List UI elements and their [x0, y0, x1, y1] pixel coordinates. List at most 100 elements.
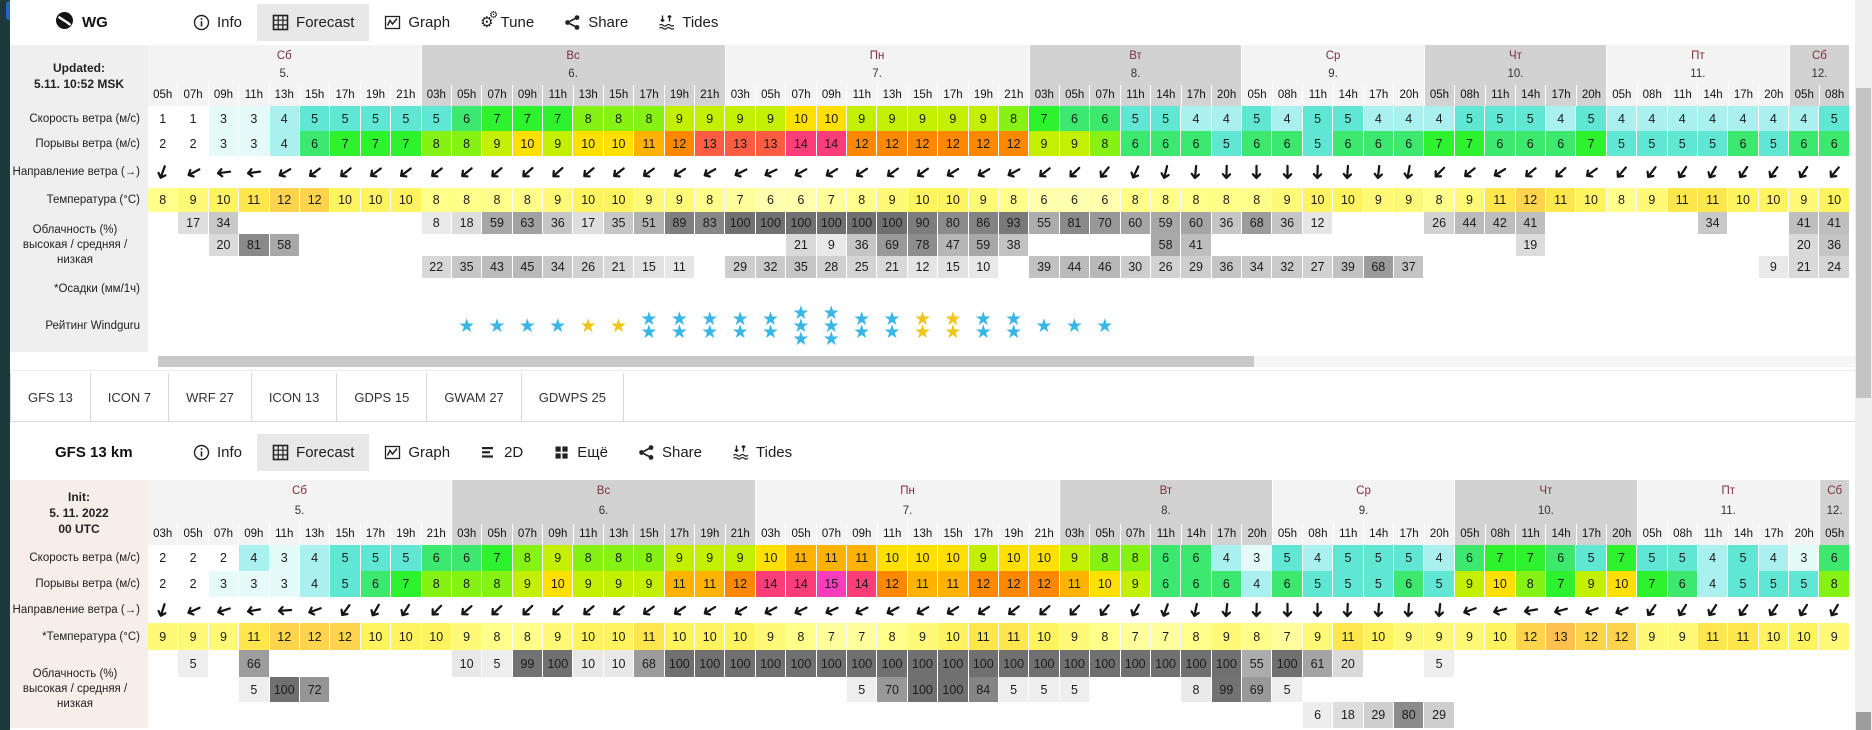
- model-tab-gfs13[interactable]: GFS 13: [10, 373, 91, 421]
- speed-cell: 6: [421, 545, 452, 571]
- cloud-low-cell: [573, 702, 604, 728]
- cloud-mid-cell: [513, 234, 544, 256]
- model-tab-wrf27[interactable]: WRF 27: [169, 373, 252, 421]
- cloud-mid-cell: [725, 677, 756, 702]
- tab-tides-label: Tides: [682, 14, 719, 31]
- tab-share-gfs[interactable]: Share: [623, 434, 717, 471]
- forecast-col-header: 14h: [1334, 85, 1364, 106]
- gusts-cell: 2: [148, 131, 179, 156]
- tab-info-gfs[interactable]: Info: [178, 434, 257, 471]
- wind-dir-arrow-icon: [604, 156, 635, 188]
- temp-cell: 12: [1515, 188, 1546, 212]
- cloud-mid-cell: [1364, 234, 1395, 256]
- tab-more[interactable]: Ещё: [538, 434, 623, 471]
- day-name: Вт: [1129, 50, 1142, 62]
- tab-info[interactable]: Info: [178, 4, 257, 41]
- wind-dir-arrow-icon: [513, 156, 544, 188]
- wind-dir-arrow-icon: [695, 597, 726, 623]
- cloud-high-cell: [1546, 212, 1577, 234]
- cloud-mid-cell: [756, 677, 787, 702]
- cloud-low-cell: 22: [421, 256, 452, 278]
- forecast-col-header: 17h: [969, 524, 1000, 545]
- cloud-high-cell: 36: [1272, 212, 1303, 234]
- cloud-low-cell: [604, 702, 635, 728]
- tab-graph[interactable]: Graph: [369, 4, 465, 41]
- stars-cell: ★: [1029, 300, 1060, 352]
- vertical-scrollbar-thumb-lower[interactable]: [1856, 712, 1871, 730]
- cloud-high-cell: [1728, 650, 1759, 677]
- updated-label: Updated:: [53, 60, 105, 75]
- wind-dir-arrow-icon: [543, 156, 574, 188]
- tab-graph-gfs[interactable]: Graph: [369, 434, 465, 471]
- tab-forecast-gfs[interactable]: Forecast: [257, 433, 370, 471]
- horizontal-scrollbar[interactable]: [158, 356, 1860, 367]
- cloud-low-cell: [1090, 702, 1121, 728]
- tab-tides-gfs[interactable]: Tides: [717, 434, 807, 471]
- horizontal-scrollbar-thumb[interactable]: [158, 356, 1254, 367]
- day-name: Сб: [292, 485, 307, 497]
- cloud-low-cell: 11: [664, 256, 696, 278]
- gusts-cell: 14: [755, 571, 787, 597]
- tab-2d[interactable]: 2D: [465, 434, 538, 471]
- gusts-cell: 11: [664, 571, 696, 597]
- cloud-high-cell: 100: [846, 650, 878, 677]
- stars-cell: [1424, 300, 1455, 352]
- cloud-mid-cell: [361, 677, 392, 702]
- speed-cell: 5: [299, 106, 331, 131]
- wg-model-title: WG: [55, 11, 150, 34]
- tab-forecast[interactable]: Forecast: [257, 4, 370, 41]
- forecast-col-header: 17h: [1546, 85, 1577, 106]
- forecast-col-header: 08h: [1486, 524, 1516, 545]
- tab-tune[interactable]: ⚙ ⚙ Tune: [465, 4, 549, 41]
- forecast-col-header: 07h: [1121, 524, 1152, 545]
- gusts-cell: 6: [1333, 131, 1364, 156]
- gusts-cell: 3: [208, 571, 240, 597]
- wg-title-label: WG: [82, 14, 108, 31]
- model-tab-icon7[interactable]: ICON 7: [90, 373, 170, 421]
- wind-dir-arrow-icon: [1272, 156, 1303, 188]
- gusts-cell: 4: [269, 131, 300, 156]
- cloud-low-row: 6 18 29 80 29: [148, 702, 1853, 728]
- gusts-cell: 6: [1728, 131, 1759, 156]
- cloud-high-cell: 60: [1181, 212, 1212, 234]
- gusts-cell: 10: [512, 131, 544, 156]
- gusts-cell: 14: [786, 131, 817, 156]
- speed-cell: 4: [1697, 545, 1729, 571]
- speed-cell: 8: [603, 106, 635, 131]
- model-tab-gdps15[interactable]: GDPS 15: [337, 373, 428, 421]
- precip-cell: [1029, 278, 1060, 300]
- model-tab-icon13[interactable]: ICON 13: [251, 373, 338, 421]
- tab-tides[interactable]: Tides: [643, 4, 733, 41]
- forecast-col-header: 13h: [574, 85, 604, 106]
- cloud-high-cell: 93: [998, 212, 1030, 234]
- temp-cell: 10: [1485, 623, 1516, 650]
- cloud-low-cell: [725, 702, 756, 728]
- cloud-high-cell: 100: [725, 212, 756, 234]
- gusts-cell: 5: [1302, 571, 1334, 597]
- vertical-scrollbar[interactable]: [1855, 0, 1872, 730]
- forecast-col-header: 08h: [1638, 85, 1668, 106]
- speed-cell: 4: [1758, 545, 1790, 571]
- model-tab-gwam27[interactable]: GWAM 27: [427, 373, 522, 421]
- gusts-cell: 2: [148, 571, 179, 597]
- temp-cell: 11: [239, 188, 270, 212]
- vertical-scrollbar-thumb[interactable]: [1856, 88, 1871, 398]
- forecast-col-header: 07h: [513, 524, 544, 545]
- wind-dir-arrow-icon: [908, 597, 939, 623]
- day-name: Сб: [276, 50, 292, 62]
- wind-dir-arrow-icon: [1485, 156, 1516, 188]
- cloud-high-cell: 41: [1515, 212, 1546, 234]
- day-date: 6.: [598, 505, 609, 517]
- forecast-col-header: 05h: [1607, 85, 1638, 106]
- tab-share[interactable]: Share: [549, 4, 643, 41]
- gusts-cell: 14: [846, 571, 878, 597]
- forecast-col-header: 03h: [422, 85, 452, 106]
- stars-cell: [1607, 300, 1638, 352]
- cloud-high-cell: 100: [846, 212, 878, 234]
- forecast-col-header: 19h: [695, 524, 726, 545]
- model-tab-gdwps25[interactable]: GDWPS 25: [521, 373, 624, 421]
- precip-cell: [1759, 278, 1790, 300]
- forecast-col-header: 15h: [330, 524, 361, 545]
- cloud-mid-cell: [1333, 234, 1364, 256]
- temp-cell: 11: [1697, 623, 1729, 650]
